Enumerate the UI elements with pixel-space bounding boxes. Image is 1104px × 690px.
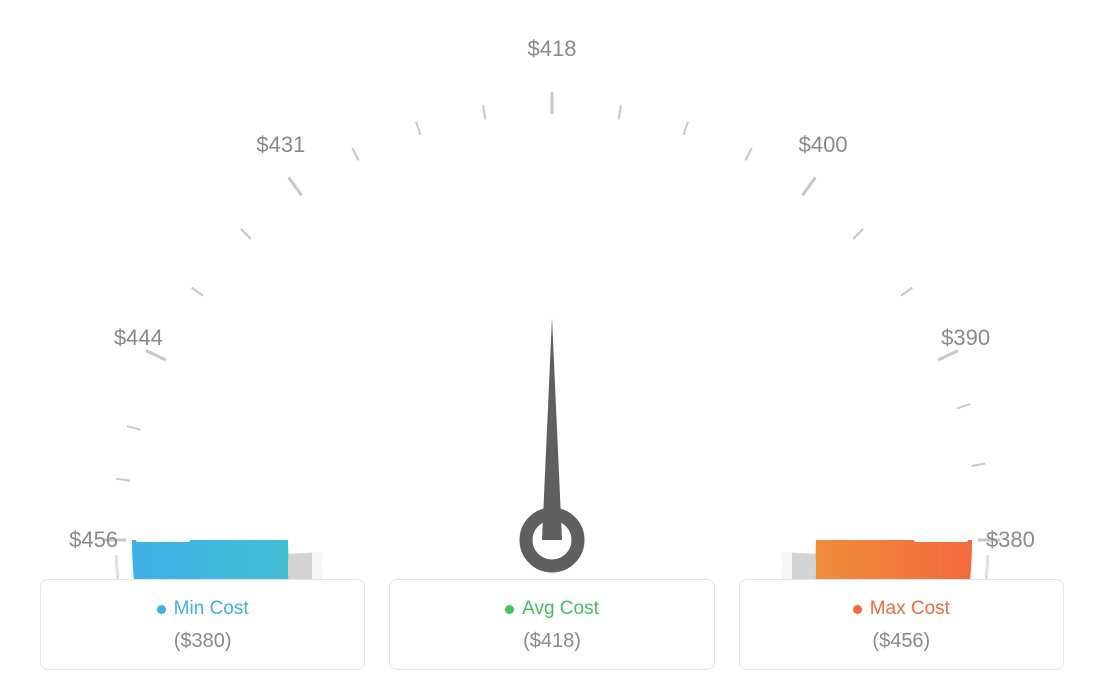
legend-label: Min Cost — [174, 598, 249, 620]
outer-tick — [972, 464, 986, 466]
inner-tick — [487, 131, 493, 167]
legend-dot — [853, 605, 862, 614]
legend-title: Max Cost — [853, 598, 950, 620]
outer-tick — [938, 351, 958, 360]
gauge-svg — [40, 20, 1064, 580]
legend-dot — [505, 605, 514, 614]
legend-title: Avg Cost — [505, 598, 599, 620]
outer-tick — [127, 426, 141, 430]
outer-tick — [745, 148, 751, 160]
gauge-tick-label: $380 — [986, 527, 1035, 553]
outer-tick — [116, 479, 130, 481]
gauge-tick-label: $444 — [114, 325, 163, 351]
min-cost-card: Min Cost ($380) — [40, 579, 365, 670]
max-cost-card: Max Cost ($456) — [739, 579, 1064, 670]
outer-tick — [146, 351, 166, 360]
inner-tick — [152, 433, 187, 442]
outer-tick — [192, 288, 203, 296]
gauge-chart: $380 $390 $400 $418 $431 $444 $456 — [0, 0, 1104, 560]
inner-tick — [611, 131, 617, 167]
inner-tick — [924, 468, 959, 474]
legend-row: Min Cost ($380) Avg Cost ($418) Max Cost ($45… — [0, 579, 1104, 670]
outer-tick — [901, 288, 912, 296]
gauge-tick-label: $456 — [69, 527, 118, 553]
gauge-tick-label: $400 — [799, 132, 848, 158]
legend-value: ($380) — [51, 630, 354, 653]
legend-label: Avg Cost — [522, 598, 599, 620]
gauge-tick-label: $390 — [941, 325, 990, 351]
outer-tick — [241, 229, 251, 239]
inner-tick — [862, 303, 891, 324]
gauge-needle — [542, 318, 562, 540]
avg-cost-card: Avg Cost ($418) — [389, 579, 714, 670]
outer-tick — [289, 178, 302, 196]
inner-tick — [309, 205, 338, 245]
outer-tick — [352, 148, 358, 160]
gauge-tick-label: $418 — [528, 36, 577, 62]
legend-dot — [157, 605, 166, 614]
inner-tick — [766, 205, 795, 245]
inner-tick — [142, 482, 178, 487]
inner-tick — [177, 365, 222, 386]
gauge-tick-label: $431 — [256, 132, 305, 158]
outer-tick — [483, 105, 485, 119]
inner-tick — [424, 146, 435, 180]
outer-tick — [416, 122, 420, 135]
legend-label: Max Cost — [870, 598, 950, 620]
outer-tick — [957, 404, 970, 408]
inner-tick — [911, 412, 945, 423]
legend-value: ($456) — [750, 630, 1053, 653]
inner-tick — [213, 303, 242, 324]
legend-title: Min Cost — [157, 598, 249, 620]
outer-tick — [853, 229, 863, 239]
legend-value: ($418) — [400, 630, 703, 653]
outer-tick — [684, 122, 688, 135]
inner-tick — [724, 171, 740, 203]
inner-tick — [882, 365, 927, 386]
inner-tick — [364, 171, 380, 203]
outer-tick — [802, 178, 815, 196]
inner-tick — [259, 247, 284, 272]
inner-tick — [669, 146, 680, 180]
inner-tick — [819, 247, 844, 272]
outer-tick — [619, 105, 621, 119]
